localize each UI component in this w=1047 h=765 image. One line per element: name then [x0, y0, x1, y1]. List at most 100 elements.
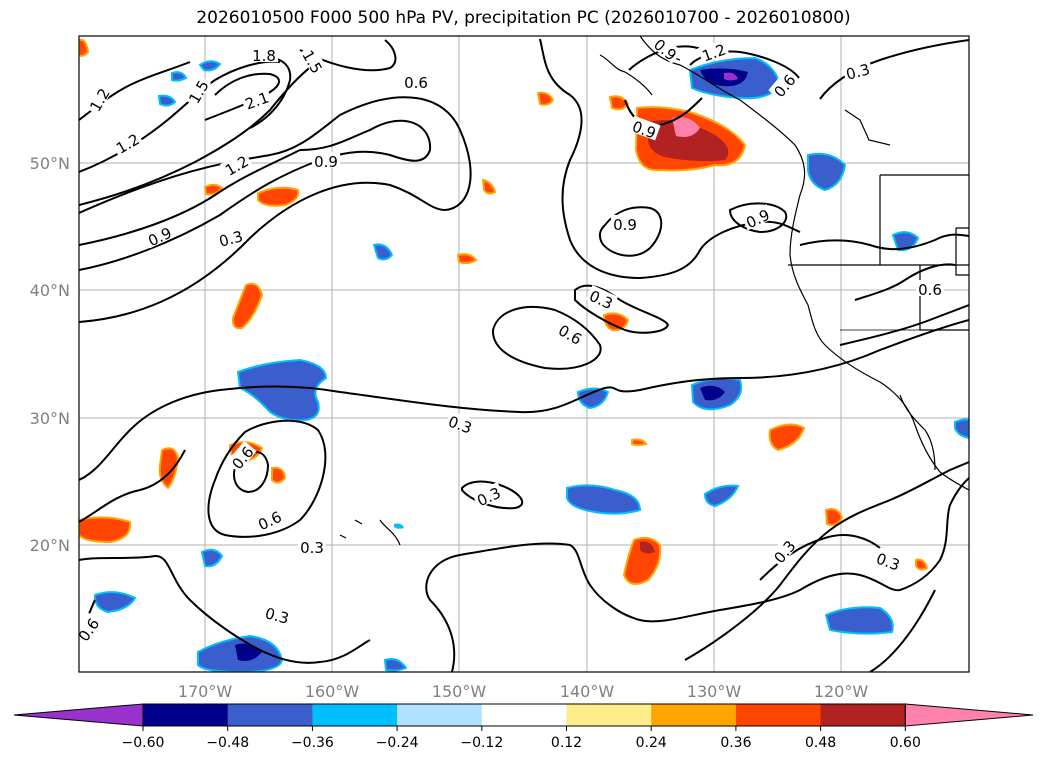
colorbar-segment [481, 704, 567, 726]
contour-label: 0.6 [918, 281, 942, 299]
precip-blob [672, 117, 700, 137]
precip-blob [648, 120, 729, 162]
contour-label-bg [872, 547, 905, 573]
contour-label-bg [768, 68, 799, 101]
contour-label: 0.9 [650, 35, 680, 64]
colorbar-tick-label: −0.48 [206, 735, 249, 751]
lat-label: 50°N [30, 154, 70, 173]
precip-blob [700, 385, 725, 401]
contour-label: 0.3 [844, 60, 872, 84]
precip-blob [640, 541, 655, 554]
precip-blob [954, 418, 969, 440]
precip-negative-areas [93, 56, 969, 672]
contour-label-bg [650, 36, 683, 64]
contour-label-bg [472, 482, 505, 509]
colorbar-tick-label: −0.60 [122, 735, 165, 751]
colorbar-segment [312, 704, 398, 726]
precip-blob [231, 282, 264, 330]
colorbar-outline [142, 703, 906, 727]
chart-title: 2026010500 F000 500 hPa PV, precipitatio… [196, 8, 851, 28]
colorbar-tick-label: 0.36 [720, 735, 751, 751]
colorbar-segment [227, 704, 313, 726]
colorbar-tick-label: −0.36 [291, 735, 334, 751]
precip-blob [203, 183, 224, 196]
contour-label: 0.3 [770, 537, 799, 567]
colorbar-tick-label: −0.24 [376, 735, 419, 751]
contour-label-bg [628, 115, 661, 141]
contour-label: 0.6 [404, 74, 428, 92]
coastline [339, 36, 969, 546]
lon-label: 120°W [814, 682, 869, 701]
contour-label-bg [916, 280, 944, 296]
precip-blob [536, 91, 555, 106]
colorbar-segment [651, 704, 737, 726]
precip-blob [157, 94, 177, 107]
contour-label-bg [768, 534, 799, 567]
precip-blob [394, 523, 404, 529]
colorbar: −0.60 −0.48 −0.36 −0.24 −0.12 0.12 0.24 0.36 0.4… [13, 703, 1034, 751]
precip-blob [576, 387, 610, 410]
contour-label-bg [84, 82, 113, 116]
lat-tick-labels: 50°N 40°N 30°N 20°N [30, 154, 70, 555]
precip-blob [456, 253, 478, 265]
precip-blob [372, 243, 394, 261]
contour-label-bg [143, 222, 176, 249]
contour-label-bg [402, 73, 430, 89]
contour-label-bg [444, 410, 477, 436]
contour-label-bg [250, 46, 278, 62]
lon-label: 160°W [305, 682, 360, 701]
contour-label: 0.9 [314, 153, 338, 171]
contour-label-bg [585, 285, 618, 312]
contour-label-bg [554, 319, 588, 348]
precip-blob [631, 438, 648, 446]
colorbar-tick-label: 0.24 [636, 735, 667, 751]
precip-blob [807, 152, 847, 192]
precip-blob [271, 466, 287, 484]
precip-blob [724, 72, 738, 81]
precip-positive-areas [79, 38, 929, 585]
precip-blob [236, 358, 328, 422]
colorbar-extend-min [13, 703, 144, 727]
contour-label-bg [697, 38, 730, 64]
precip-blob [703, 484, 740, 508]
precip-blob [481, 178, 497, 195]
contour-label: 0.3 [263, 604, 291, 628]
lon-label: 140°W [560, 682, 615, 701]
contour-label-bg [219, 150, 253, 179]
precip-blob [158, 447, 180, 490]
precip-blob [891, 231, 920, 252]
lon-label: 130°W [687, 682, 742, 701]
colorbar-segment [735, 704, 822, 726]
precip-blob [171, 71, 188, 82]
lat-label: 40°N [30, 281, 70, 300]
contour-label-bg [312, 152, 340, 168]
contour-label-bg [611, 215, 639, 231]
precip-blob [383, 658, 408, 672]
contour-label-bg [226, 440, 257, 473]
precip-blob [257, 186, 300, 207]
lon-label: 170°W [178, 682, 233, 701]
contour-label-bg [299, 44, 328, 78]
contour-label-bg [841, 58, 874, 82]
contour-label-bg [261, 602, 294, 626]
precip-blob [198, 60, 222, 72]
contour-label-bg [741, 204, 774, 231]
lat-label: 20°N [30, 536, 70, 555]
contour-label: 0.9 [613, 216, 637, 234]
contour-label-bg [79, 612, 102, 645]
colorbar-tick-label: 0.48 [805, 735, 836, 751]
precip-blob [824, 606, 894, 635]
contour-label: 0.3 [217, 227, 245, 251]
precip-blob [768, 423, 806, 452]
contour-label-bg [214, 225, 247, 249]
colorbar-extend-max [904, 703, 1034, 727]
contour-label-bg [183, 74, 212, 108]
lat-label: 30°N [30, 409, 70, 428]
precip-blob [566, 484, 642, 515]
contour-label-bg [240, 86, 273, 112]
contour-label: 0.3 [300, 539, 324, 557]
precip-blob [915, 558, 929, 571]
contour-label-bg [110, 128, 144, 157]
colorbar-segment [143, 704, 229, 726]
